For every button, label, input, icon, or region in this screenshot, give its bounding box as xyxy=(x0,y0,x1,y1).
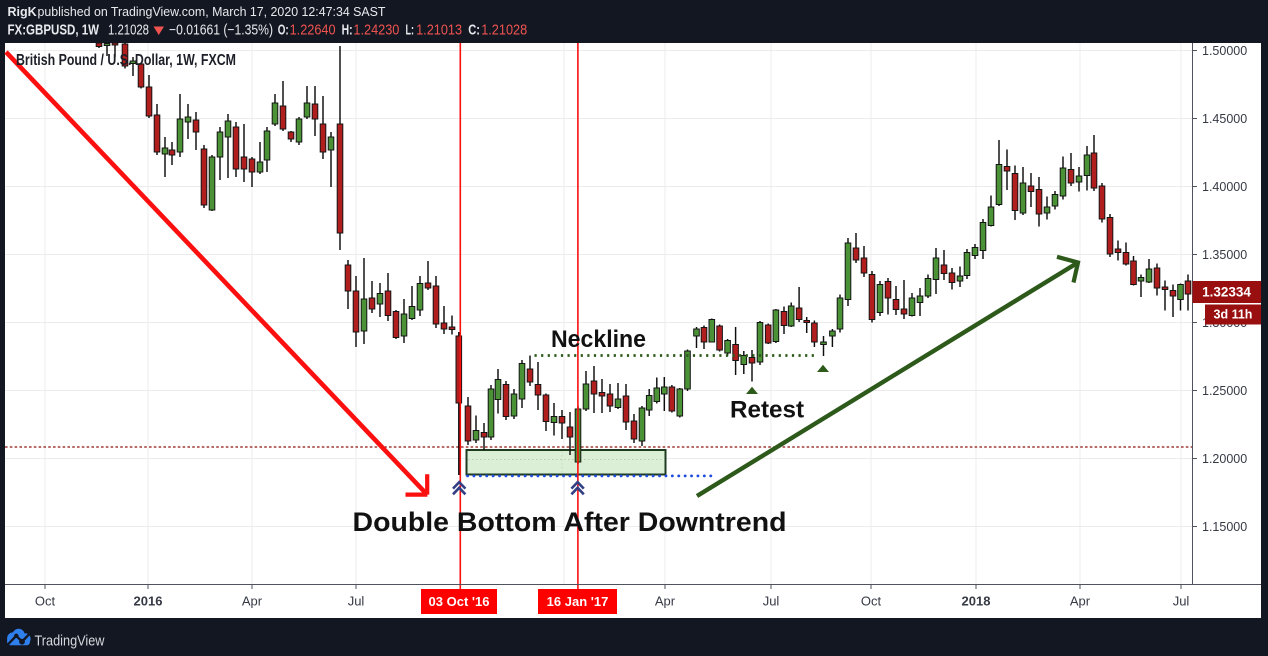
svg-text:1.45000: 1.45000 xyxy=(1202,112,1247,126)
svg-text:TradingView: TradingView xyxy=(35,634,105,650)
svg-text:Neckline: Neckline xyxy=(551,326,646,353)
svg-text:O:: O: xyxy=(278,23,289,39)
svg-text:Double Bottom After Downtrend: Double Bottom After Downtrend xyxy=(353,507,787,537)
svg-text:Jul: Jul xyxy=(348,594,365,609)
svg-text:−0.01661 (−1.35%): −0.01661 (−1.35%) xyxy=(169,23,273,39)
svg-text:1.15000: 1.15000 xyxy=(1202,520,1247,534)
svg-text:H:: H: xyxy=(342,23,353,39)
svg-text:1.22640: 1.22640 xyxy=(290,23,336,39)
svg-text:3d 11h: 3d 11h xyxy=(1214,308,1253,322)
svg-text:Apr: Apr xyxy=(1070,594,1091,609)
svg-text:2016: 2016 xyxy=(134,594,163,609)
svg-text:Jul: Jul xyxy=(763,594,780,609)
svg-text:C:: C: xyxy=(468,23,480,39)
svg-text:Apr: Apr xyxy=(242,594,263,609)
svg-text:Oct: Oct xyxy=(861,594,882,609)
svg-text:Jul: Jul xyxy=(1173,594,1190,609)
svg-text:1.40000: 1.40000 xyxy=(1202,180,1247,194)
svg-text:published on TradingView.com,: published on TradingView.com, March 17, … xyxy=(38,5,386,19)
svg-text:03 Oct '16: 03 Oct '16 xyxy=(429,594,490,609)
svg-text:1.25000: 1.25000 xyxy=(1202,384,1247,398)
svg-text:1.21028: 1.21028 xyxy=(481,23,527,39)
svg-text:1.32334: 1.32334 xyxy=(1202,285,1251,300)
svg-text:Oct: Oct xyxy=(35,594,56,609)
svg-text:1.21028: 1.21028 xyxy=(108,23,149,39)
svg-text:FX:GBPUSD, 1W: FX:GBPUSD, 1W xyxy=(8,23,100,39)
svg-text:British Pound / U.S. Dollar, 1: British Pound / U.S. Dollar, 1W, FXCM xyxy=(16,52,236,69)
svg-text:Apr: Apr xyxy=(655,594,676,609)
svg-text:1.24230: 1.24230 xyxy=(353,23,399,39)
svg-text:1.35000: 1.35000 xyxy=(1202,248,1247,262)
svg-text:2018: 2018 xyxy=(962,594,991,609)
svg-text:Retest: Retest xyxy=(730,397,804,424)
svg-text:1.20000: 1.20000 xyxy=(1202,452,1247,466)
svg-text:1.21013: 1.21013 xyxy=(416,23,462,39)
svg-text:16 Jan '17: 16 Jan '17 xyxy=(547,594,609,609)
svg-text:RigK: RigK xyxy=(8,5,37,19)
svg-text:1.50000: 1.50000 xyxy=(1202,44,1247,58)
svg-text:L:: L: xyxy=(406,23,415,39)
